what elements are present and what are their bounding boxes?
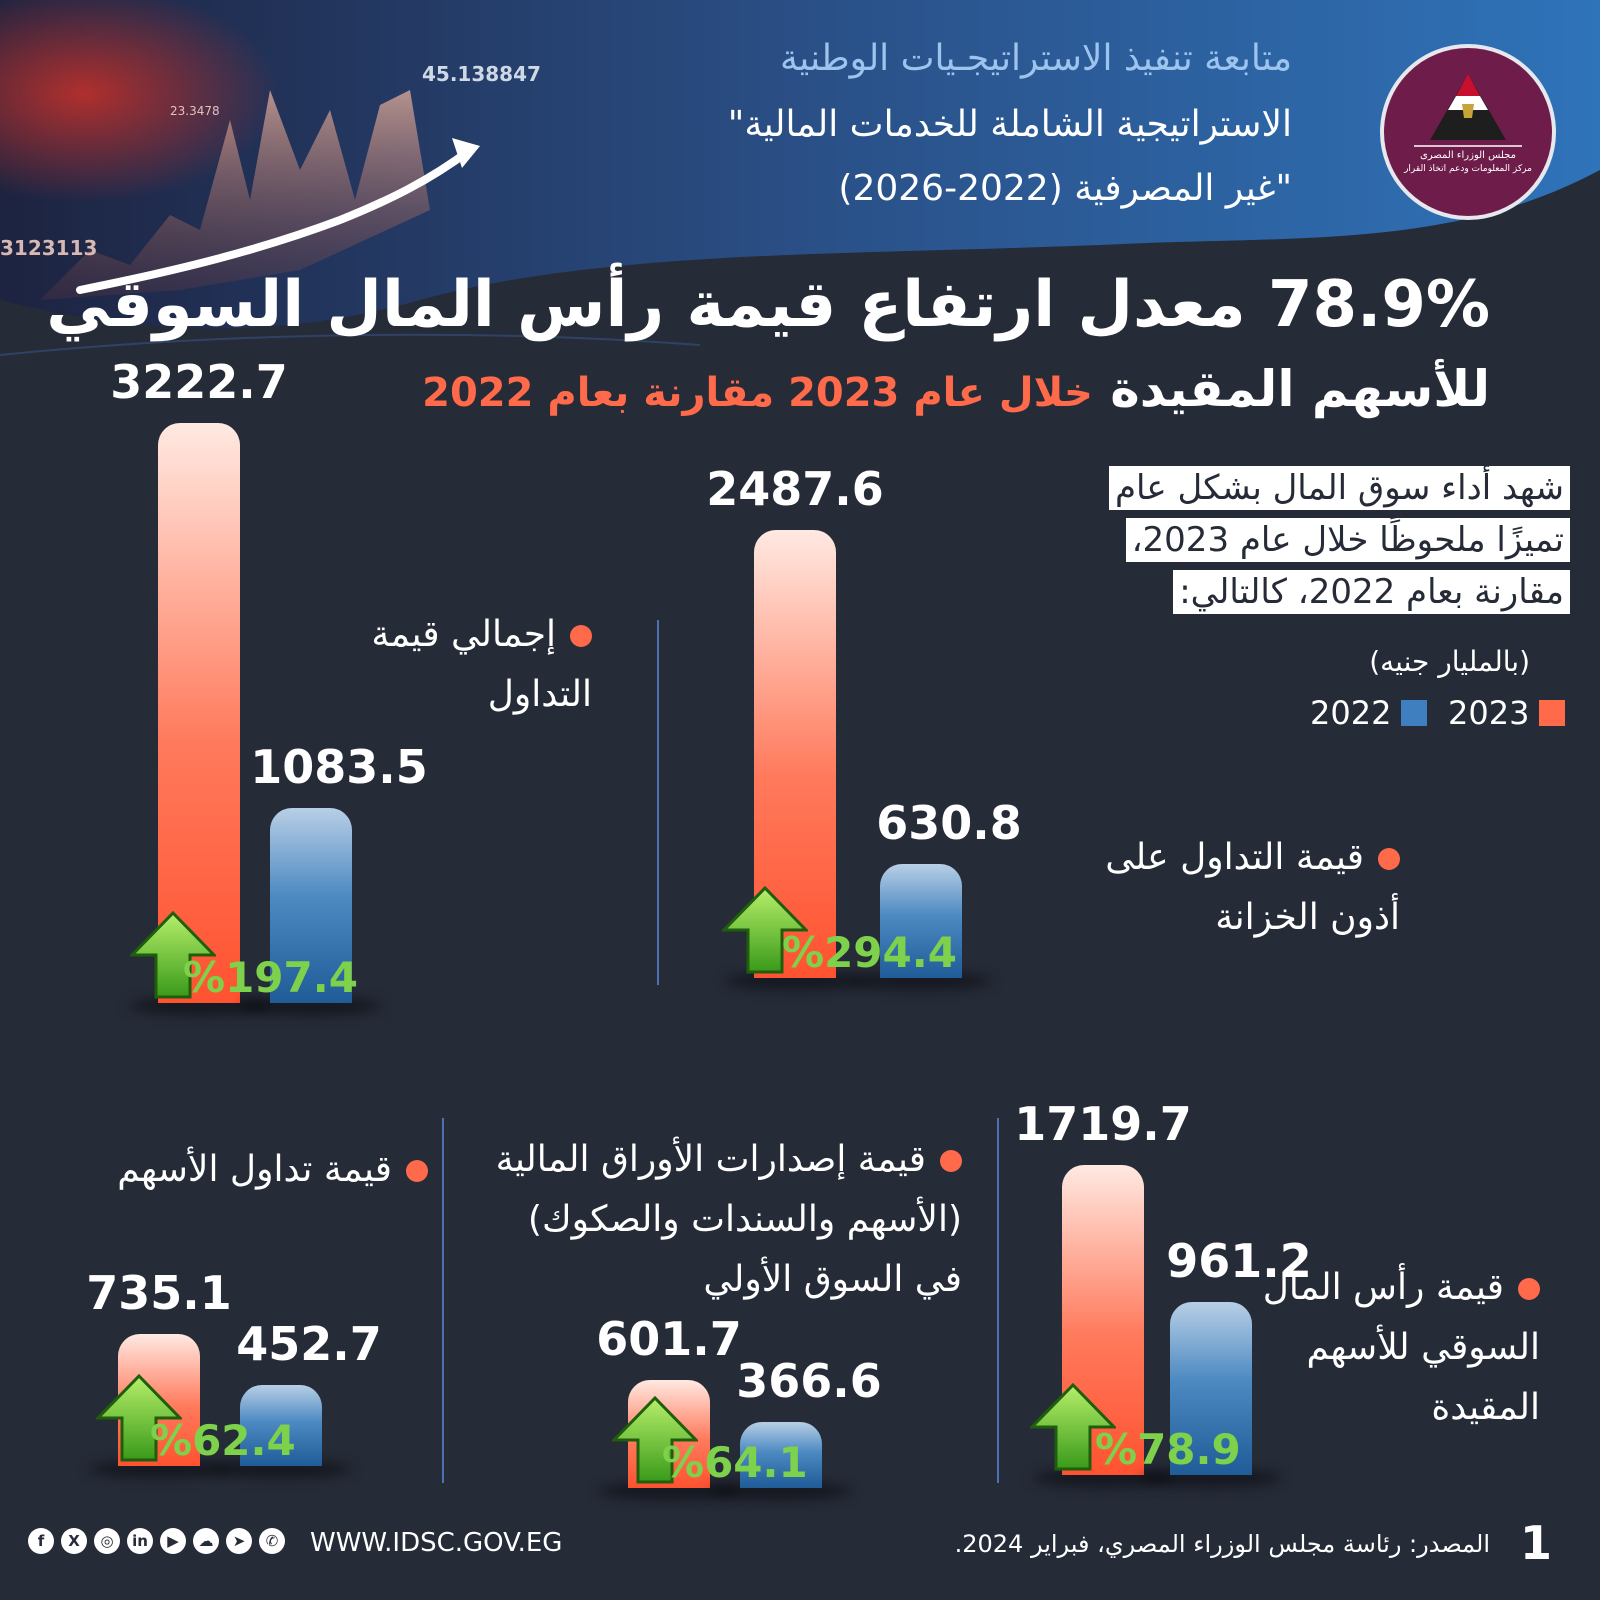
change-percentage: %62.4: [150, 1416, 296, 1465]
panel-title-line: قيمة رأس المال: [1262, 1267, 1504, 1308]
value-label-2023: 2487.6: [706, 462, 884, 517]
change-percentage: %78.9: [1095, 1425, 1241, 1474]
bullet-dot: [1378, 848, 1400, 870]
up-arrow-icon: [612, 1396, 698, 1484]
panel-title-line: قيمة التداول على: [1105, 837, 1364, 878]
panel-title-stock-trading: قيمة تداول الأسهم: [117, 1140, 428, 1200]
headline-main: للأسهم المقيدة: [1110, 360, 1490, 418]
headline-accent: خلال عام 2023 مقارنة بعام 2022: [422, 370, 1093, 416]
header-line-2: "الاستراتيجية الشاملة للخدمات المالية: [727, 104, 1292, 145]
logo-line-2: مركز المعلومات ودعم اتخاذ القرار: [1404, 164, 1532, 174]
panel-title-line: قيمة تداول الأسهم: [117, 1149, 392, 1190]
ticker-number-left: 3123113: [0, 236, 98, 260]
change-percentage: %294.4: [782, 928, 957, 977]
youtube-icon[interactable]: ▶: [160, 1528, 186, 1554]
value-label-2022: 1083.5: [250, 739, 428, 794]
ticker-number-mid: 23.3478: [170, 104, 220, 118]
legend-2022-swatch: [1401, 700, 1428, 726]
intro-line-3: مقارنة بعام 2022، كالتالي:: [1173, 570, 1570, 614]
up-arrow-icon: [722, 886, 808, 974]
value-label-2023: 601.7: [596, 1311, 742, 1366]
divider-bottom-right: [997, 1118, 999, 1483]
legend-2023-label: 2023: [1448, 694, 1530, 732]
bar-2022: [1170, 1302, 1252, 1475]
bar-2022: [270, 807, 352, 1003]
value-label-2023: 735.1: [86, 1265, 232, 1320]
up-arrow-icon: [96, 1374, 182, 1462]
bar-2022: [880, 864, 962, 978]
website-link[interactable]: WWW.IDSC.GOV.EG: [310, 1528, 563, 1558]
panel-title-line: قيمة إصدارات الأوراق المالية: [495, 1139, 926, 1180]
pyramid-eagle-icon: [1414, 74, 1522, 147]
soundcloud-icon[interactable]: ☁: [193, 1528, 219, 1554]
divider-top: [657, 620, 659, 985]
facebook-icon[interactable]: f: [28, 1528, 54, 1554]
headline-line-1: 78.9% معدل ارتفاع قيمة رأس المال السوقي: [46, 268, 1490, 342]
headline-line-2: للأسهم المقيدة خلال عام 2023 مقارنة بعام…: [422, 360, 1490, 418]
value-label-2022: 630.8: [876, 796, 1022, 851]
source-note: المصدر: رئاسة مجلس الوزراء المصري، فبراي…: [954, 1530, 1490, 1558]
panel-title-market-cap: قيمة رأس المال السوقي للأسهم المقيدة: [1263, 1258, 1540, 1438]
linkedin-icon[interactable]: in: [127, 1528, 153, 1554]
legend-2023: 2023: [1448, 694, 1566, 732]
whatsapp-icon[interactable]: ✆: [259, 1528, 285, 1554]
panel-title-line: في السوق الأولي: [703, 1259, 962, 1300]
value-label-2022: 366.6: [736, 1354, 882, 1409]
intro-text: شهد أداء سوق المال بشكل عام تميزًا ملحوظ…: [1010, 466, 1570, 622]
x-icon[interactable]: X: [61, 1528, 87, 1554]
up-arrow-icon: [130, 911, 216, 999]
panel-title-line: أذون الخزانة: [1215, 897, 1400, 938]
logo-line-1: مجلس الوزراء المصرى: [1420, 150, 1516, 161]
panel-title-line: السوقي للأسهم: [1306, 1327, 1540, 1368]
intro-line-1: شهد أداء سوق المال بشكل عام: [1108, 466, 1570, 510]
header-line-1: متابعة تنفيذ الاستراتيجـيات الوطنية: [779, 38, 1292, 79]
legend-2023-swatch: [1539, 700, 1566, 726]
value-label-2022: 452.7: [236, 1316, 382, 1371]
bar-2022: [240, 1384, 322, 1466]
idsc-logo: مجلس الوزراء المصرى مركز المعلومات ودعم …: [1380, 44, 1556, 220]
bullet-dot: [1518, 1278, 1540, 1300]
legend-2022-label: 2022: [1310, 694, 1392, 732]
bullet-dot: [940, 1150, 962, 1172]
telegram-icon[interactable]: ➤: [226, 1528, 252, 1554]
value-label-2023: 1719.7: [1014, 1097, 1192, 1152]
unit-note: (بالمليار جنيه): [1369, 645, 1530, 678]
panel-title-securities-issuance: قيمة إصدارات الأوراق المالية (الأسهم وال…: [496, 1130, 962, 1310]
ticker-number-top: 45.138847: [422, 62, 541, 86]
panel-title-line: (الأسهم والسندات والصكوك): [527, 1199, 962, 1240]
bar-2022: [740, 1422, 822, 1488]
legend-2022: 2022: [1310, 694, 1428, 732]
divider-bottom-left: [442, 1118, 444, 1483]
panel-title-total-trading: إجمالي قيمة التداول: [371, 605, 592, 725]
panel-title-line: التداول: [487, 674, 592, 715]
change-percentage: %64.1: [662, 1438, 808, 1487]
header-background: [0, 0, 1600, 356]
up-arrow-icon: [1030, 1383, 1116, 1471]
bullet-dot: [406, 1160, 428, 1182]
intro-line-2: تميزًا ملحوظًا خلال عام 2023،: [1125, 518, 1570, 562]
instagram-icon[interactable]: ◎: [94, 1528, 120, 1554]
panel-title-treasury-bills: قيمة التداول على أذون الخزانة: [1105, 828, 1400, 948]
value-label-2022: 961.2: [1166, 1234, 1312, 1288]
panel-title-line: إجمالي قيمة: [371, 614, 556, 655]
value-label-2023: 3222.7: [110, 355, 288, 409]
bar-2023: [158, 423, 240, 1003]
page-number: 1: [1520, 1516, 1553, 1570]
header-line-3: غير المصرفية (2022-2026)": [838, 168, 1292, 209]
change-percentage: %197.4: [183, 953, 358, 1002]
panel-title-line: المقيدة: [1431, 1387, 1540, 1428]
bullet-dot: [570, 625, 592, 647]
